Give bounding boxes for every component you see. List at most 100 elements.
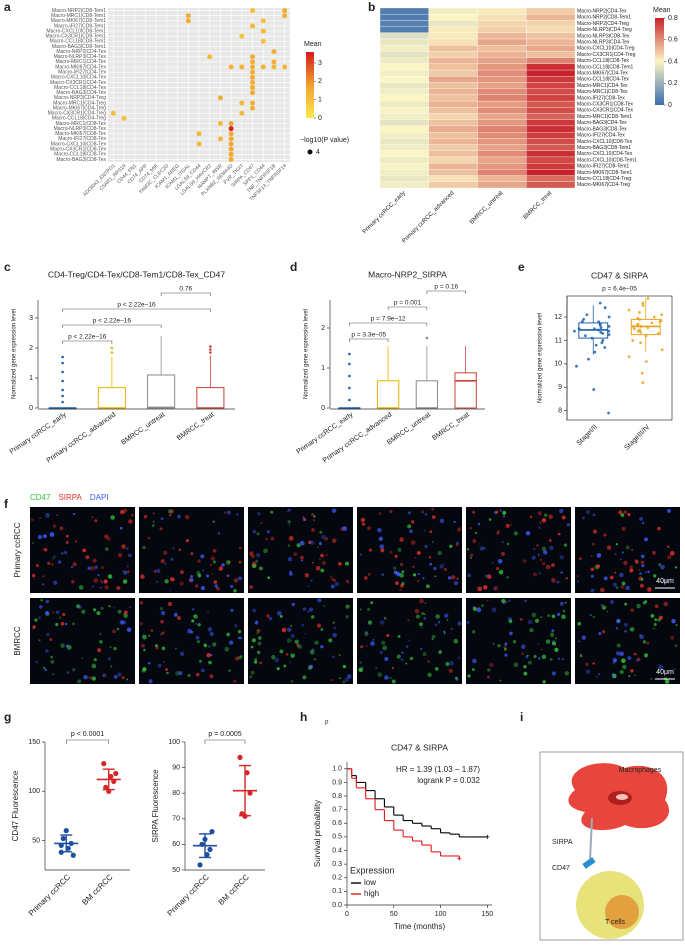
cell bbox=[527, 619, 533, 625]
cell bbox=[621, 526, 626, 531]
heat-cell bbox=[428, 51, 478, 58]
cell bbox=[557, 612, 561, 616]
heat-cell bbox=[526, 32, 576, 40]
cell bbox=[431, 507, 435, 511]
cell bbox=[443, 632, 446, 635]
heat-cell bbox=[477, 100, 527, 108]
cell bbox=[317, 598, 322, 603]
heat-cell bbox=[428, 69, 478, 77]
cell bbox=[547, 614, 551, 618]
cell bbox=[339, 677, 342, 679]
micrograph bbox=[466, 598, 571, 684]
cell bbox=[170, 557, 174, 561]
cell bbox=[251, 563, 257, 569]
cell bbox=[107, 657, 112, 661]
cell bbox=[166, 671, 169, 675]
heat-cell bbox=[428, 94, 478, 102]
cell bbox=[142, 545, 146, 550]
cell bbox=[625, 545, 630, 550]
cell bbox=[472, 539, 477, 543]
cell bbox=[377, 672, 383, 678]
box bbox=[97, 387, 126, 409]
cell bbox=[410, 540, 416, 545]
cell bbox=[128, 519, 133, 524]
cell bbox=[65, 644, 69, 648]
bracket bbox=[387, 306, 428, 310]
cell bbox=[417, 580, 420, 583]
cell bbox=[397, 547, 402, 552]
cell bbox=[622, 664, 627, 670]
x-axis-label: Time (months) bbox=[394, 922, 446, 931]
cell bbox=[508, 619, 513, 624]
heat-cell bbox=[428, 181, 478, 189]
row-label: Macro-CCL18|CD8-Tex bbox=[577, 58, 629, 64]
cell bbox=[143, 514, 148, 519]
cell bbox=[493, 585, 499, 591]
cell bbox=[367, 620, 373, 625]
cell bbox=[151, 524, 155, 528]
heat-cell bbox=[428, 45, 478, 52]
cell bbox=[218, 566, 224, 571]
chart-title: CD47 & SIRPA bbox=[391, 742, 448, 752]
cell bbox=[524, 599, 527, 603]
bracket bbox=[65, 739, 110, 744]
annotation: logrank P = 0.032 bbox=[417, 776, 480, 785]
cell bbox=[539, 521, 542, 524]
x-tick-label: 100 bbox=[435, 911, 447, 918]
size-legend-title: −log10(P value) bbox=[300, 137, 349, 144]
cell bbox=[290, 679, 294, 683]
cell bbox=[139, 622, 143, 626]
row-label: Macro-CCL18|CD4-Treg bbox=[52, 116, 106, 122]
row-label: Macro-IFI27|CD8-Tem1 bbox=[577, 164, 629, 170]
channel-label: CD47 bbox=[30, 493, 51, 502]
cell bbox=[619, 669, 624, 675]
heat-cell bbox=[477, 7, 527, 15]
cell bbox=[251, 638, 256, 643]
cell bbox=[302, 607, 307, 611]
cell bbox=[539, 558, 543, 562]
cell bbox=[143, 648, 146, 652]
cell bbox=[179, 581, 184, 586]
cell bbox=[31, 573, 36, 578]
cell bbox=[389, 676, 392, 680]
cell bbox=[617, 620, 620, 623]
cell bbox=[256, 532, 260, 536]
heat-cell bbox=[379, 169, 429, 176]
outlier bbox=[61, 361, 64, 365]
cell bbox=[495, 510, 499, 514]
row-label: Macro-IFI27|CD8-Tex bbox=[58, 136, 106, 142]
cell bbox=[256, 650, 261, 655]
heat-cell bbox=[379, 51, 429, 58]
cell bbox=[481, 604, 484, 607]
cell bbox=[345, 615, 349, 619]
cell bbox=[52, 557, 55, 560]
cell bbox=[499, 679, 502, 682]
cell bbox=[117, 552, 123, 558]
cell bbox=[173, 612, 179, 617]
cell bbox=[288, 524, 291, 526]
cell bbox=[104, 547, 109, 552]
y-tick-label: 80 bbox=[172, 790, 180, 797]
cell bbox=[38, 639, 41, 642]
cell bbox=[49, 532, 55, 537]
heat-cell bbox=[428, 100, 478, 108]
cell bbox=[265, 537, 269, 541]
cell bbox=[271, 655, 276, 660]
cell bbox=[391, 666, 394, 669]
cell bbox=[537, 643, 540, 646]
cell bbox=[251, 554, 255, 559]
cell bbox=[268, 616, 273, 621]
cell bbox=[193, 614, 197, 618]
cell bbox=[496, 531, 500, 535]
cell bbox=[107, 574, 113, 579]
dot bbox=[250, 23, 256, 29]
cell bbox=[330, 584, 335, 589]
x-tick-label: StageIII/IV bbox=[623, 424, 651, 452]
cell bbox=[55, 610, 60, 615]
y-tick-label: 3 bbox=[29, 315, 33, 322]
cell bbox=[370, 641, 375, 646]
cell bbox=[620, 513, 625, 517]
cell bbox=[466, 621, 470, 625]
point bbox=[575, 364, 578, 368]
cell bbox=[367, 573, 371, 576]
